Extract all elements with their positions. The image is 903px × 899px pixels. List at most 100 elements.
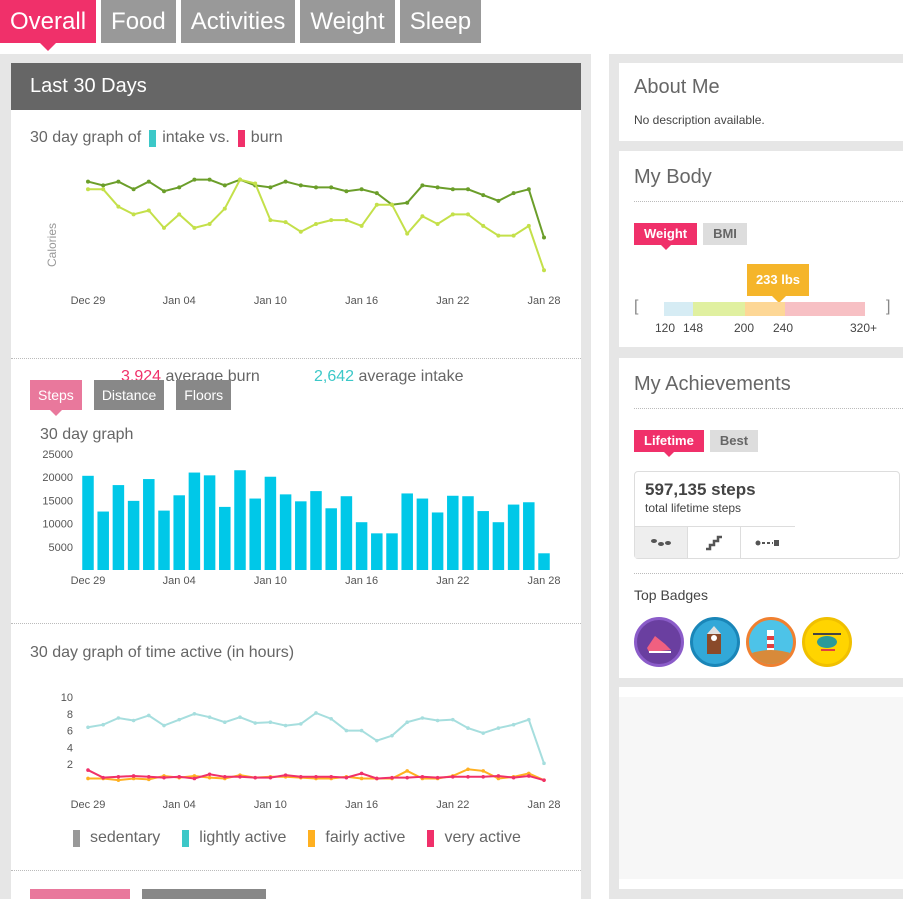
- intake-point: [253, 181, 258, 186]
- steps-x-tick: Jan 22: [436, 575, 469, 587]
- active-x-tick: Dec 29: [71, 799, 106, 811]
- helicopter-badge-icon[interactable]: [802, 617, 852, 667]
- steps-bar: [416, 498, 429, 570]
- steps-bar: [203, 475, 216, 570]
- scale-bracket-right: ]: [886, 298, 891, 315]
- intake-swatch: [149, 129, 157, 147]
- tab-activities[interactable]: Activities: [180, 0, 296, 43]
- lightly-active-point: [223, 720, 227, 724]
- steps-bar: [249, 498, 261, 570]
- intake-point: [146, 208, 151, 213]
- intake-point: [542, 268, 546, 273]
- average-intake-value: 2,642: [314, 368, 355, 385]
- lightly-active-point: [147, 713, 151, 718]
- fairly-active-point: [466, 767, 470, 772]
- very-active-point: [192, 776, 197, 781]
- steps-bar: [431, 512, 444, 570]
- very-active-point: [147, 775, 151, 779]
- very-active-point: [162, 775, 166, 780]
- scale-underweight: [664, 302, 693, 316]
- lightly-active-point: [511, 722, 516, 727]
- london-badge-icon[interactable]: [690, 617, 740, 667]
- very-active-point: [177, 775, 181, 779]
- weight-toggle[interactable]: Weight: [634, 223, 698, 250]
- scale-label-148: 148: [683, 321, 704, 335]
- steps-bar: [234, 470, 246, 570]
- steps-bar: [173, 495, 185, 570]
- steps-bar: [340, 496, 353, 570]
- steps-bar: [310, 491, 322, 570]
- tab-weight[interactable]: Weight: [300, 0, 395, 43]
- tab-sleep[interactable]: Sleep: [399, 0, 482, 43]
- distance-icon[interactable]: [741, 527, 794, 558]
- footsteps-icon[interactable]: [635, 527, 688, 558]
- fairly-active-point: [481, 769, 486, 773]
- steps-bar: [401, 493, 413, 570]
- intake-point: [450, 212, 455, 217]
- subtab-steps[interactable]: Steps: [30, 380, 82, 416]
- very-active-point: [238, 775, 242, 779]
- tab-overall[interactable]: Overall: [0, 0, 97, 51]
- very-active-point: [542, 778, 546, 782]
- subtab-distance[interactable]: Distance: [93, 380, 165, 410]
- stairs-icon[interactable]: [688, 527, 741, 558]
- calories-x-tick: Jan 04: [163, 295, 196, 307]
- sedentary-swatch: [73, 829, 80, 847]
- scale-label-240: 240: [773, 321, 794, 335]
- tab-food[interactable]: Food: [101, 0, 176, 43]
- steps-bar: [371, 533, 383, 570]
- burn-point: [405, 200, 410, 205]
- very-active-point: [481, 775, 486, 779]
- scale-label-200: 200: [734, 321, 755, 335]
- very-active-point: [329, 775, 334, 779]
- fairly-active-point: [116, 778, 121, 782]
- active-y-tick: 10: [61, 692, 73, 704]
- very-active-point: [253, 775, 257, 780]
- intake-point: [298, 229, 303, 234]
- time-active-chart: 2 4 6 8 10 Dec 29 Jan 04 Jan 10 Jan 16 Jan 22 Jan …: [61, 692, 561, 811]
- next-section-tab[interactable]: [142, 889, 266, 899]
- calories-x-tick: Jan 16: [345, 295, 378, 307]
- steps-chart: 5000 10000 15000 20000 25000 Dec 29 Jan 04 Jan …: [42, 450, 560, 587]
- about-me-title: About Me: [634, 76, 720, 98]
- fairly-active-point: [131, 776, 136, 781]
- lightly-active-point: [466, 726, 470, 730]
- burn-point: [131, 187, 136, 192]
- burn-point: [283, 179, 288, 184]
- lifetime-toggle[interactable]: Lifetime: [634, 430, 704, 457]
- bmi-toggle[interactable]: BMI: [703, 223, 747, 245]
- very-active-point: [435, 775, 440, 780]
- best-toggle[interactable]: Best: [709, 430, 759, 452]
- sneaker-badge-icon[interactable]: [634, 617, 684, 667]
- intake-point: [268, 218, 273, 223]
- weight-indicator-pointer: [772, 296, 786, 303]
- very-active-point: [268, 775, 273, 780]
- very-active-point: [511, 775, 516, 780]
- intake-point: [207, 222, 212, 226]
- legend-very-active: very active: [427, 829, 521, 847]
- scale-normal: [693, 302, 745, 316]
- last-30-days-panel: Last 30 Days 30 day graph of intake vs. …: [11, 63, 581, 899]
- burn-point: [374, 191, 379, 196]
- scale-label-320: 320+: [850, 321, 878, 335]
- steps-y-tick: 15000: [42, 495, 73, 507]
- very-active-point: [207, 772, 212, 777]
- very-active-point: [496, 774, 501, 778]
- burn-point: [435, 185, 440, 190]
- empty-card: [619, 687, 903, 889]
- top-tabs: Overall Food Activities Weight Sleep: [0, 0, 486, 51]
- burn-point: [207, 177, 212, 182]
- burn-point: [344, 189, 349, 194]
- lifetime-stat-switcher: [635, 526, 795, 558]
- lighthouse-badge-icon[interactable]: [746, 617, 796, 667]
- subtab-floors[interactable]: Floors: [176, 380, 232, 410]
- time-active-legend: sedentary lightly active fairly active v…: [73, 829, 543, 847]
- burn-point: [314, 185, 318, 190]
- lightly-active-point: [116, 716, 121, 720]
- calories-title: 30 day graph of intake vs. burn: [30, 129, 283, 147]
- top-badges-list: [634, 617, 858, 667]
- badges-divider: [634, 573, 903, 574]
- body-toggle: Weight BMI: [634, 223, 753, 250]
- next-section-tab-active[interactable]: [30, 889, 130, 899]
- burn-point: [192, 177, 197, 182]
